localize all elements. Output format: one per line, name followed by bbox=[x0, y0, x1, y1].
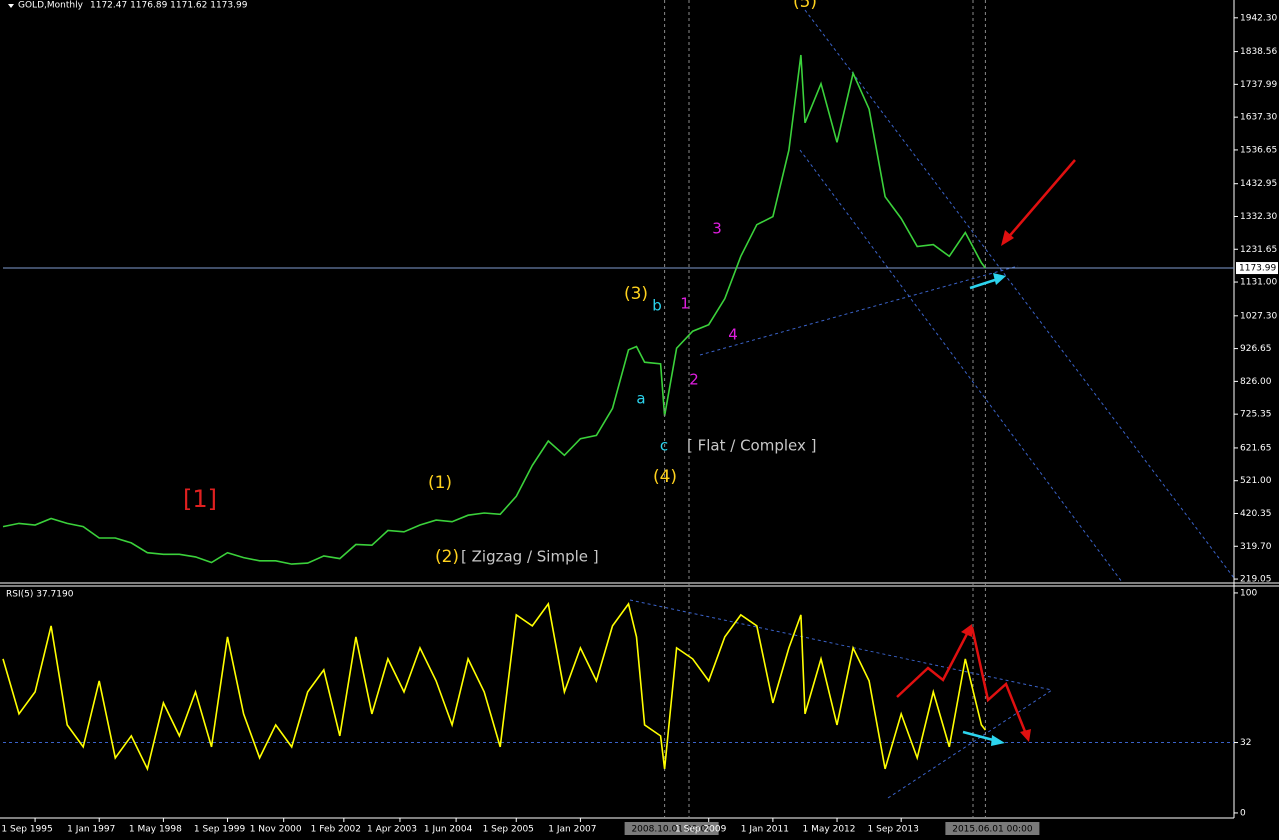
wave-label: (3) bbox=[624, 284, 648, 304]
y-tick-label: 926.65 bbox=[1240, 344, 1272, 354]
y-tick-label: 219.05 bbox=[1240, 575, 1272, 585]
y-tick-label: 1737.99 bbox=[1240, 80, 1277, 90]
x-tick-label: 1 Sep 1995 bbox=[1, 825, 52, 835]
y-tick-label: 32 bbox=[1240, 738, 1251, 748]
x-tick-label: 1 Jan 2011 bbox=[741, 825, 789, 835]
arrow-head bbox=[993, 273, 1006, 285]
arrow-head bbox=[1001, 230, 1014, 246]
current-price-box bbox=[1236, 262, 1278, 275]
y-tick-label: 1942.30 bbox=[1240, 13, 1277, 23]
y-tick-label: 1332.30 bbox=[1240, 212, 1277, 222]
chart-title: GOLD,Monthly bbox=[18, 1, 84, 11]
wave-label: b bbox=[652, 297, 662, 315]
x-tick-label: 1 Jan 1997 bbox=[67, 825, 115, 835]
arrow bbox=[970, 626, 1028, 735]
trend-line bbox=[804, 9, 1235, 579]
x-tick-label: 1 Nov 2000 bbox=[250, 825, 302, 835]
trend-line bbox=[699, 265, 1019, 356]
y-tick-label: 0 bbox=[1240, 808, 1246, 818]
x-tick-label: 1 Sep 2009 bbox=[675, 825, 727, 835]
arrow bbox=[962, 730, 998, 743]
y-tick-label: 1027.30 bbox=[1240, 311, 1277, 321]
wave-label: [1] bbox=[183, 485, 217, 513]
arrows bbox=[896, 159, 1076, 746]
x-tick-label: 1 Jan 2007 bbox=[548, 825, 596, 835]
crosshair-label: 2015.06.01 00:00 bbox=[952, 825, 1033, 835]
menu-triangle bbox=[8, 4, 14, 8]
wave-label: 4 bbox=[728, 326, 738, 344]
series-line bbox=[2, 54, 987, 565]
wave-label: 1 bbox=[680, 295, 690, 313]
x-tick-label: 1 Apr 2003 bbox=[367, 825, 417, 835]
x-tick-label: 1 Sep 2005 bbox=[483, 825, 534, 835]
y-tick-label: 521.00 bbox=[1240, 476, 1272, 486]
arrow-head bbox=[1020, 729, 1031, 742]
wave-label: (2) bbox=[435, 547, 459, 567]
wave-label: 3 bbox=[712, 220, 722, 238]
y-tick-label: 420.35 bbox=[1240, 509, 1272, 519]
current-price-label: 1173.99 bbox=[1239, 264, 1276, 274]
y-tick-label: 100 bbox=[1240, 588, 1257, 598]
y-tick-label: 1637.30 bbox=[1240, 113, 1277, 123]
wave-label: a bbox=[636, 390, 645, 408]
x-tick-label: 1 May 1998 bbox=[129, 825, 182, 835]
series-line bbox=[2, 601, 987, 772]
y-tick-label: 1131.00 bbox=[1240, 278, 1277, 288]
y-tick-label: 826.00 bbox=[1240, 377, 1272, 387]
rsi-title: RSI(5) 37.7190 bbox=[6, 590, 74, 600]
y-tick-label: 621.65 bbox=[1240, 443, 1272, 453]
wave-label: (4) bbox=[653, 467, 677, 487]
x-tick-label: 1 May 2012 bbox=[803, 825, 856, 835]
x-tick-label: 1 Jun 2004 bbox=[424, 825, 473, 835]
y-tick-label: 1536.65 bbox=[1240, 145, 1277, 155]
x-tick-label: 1 Sep 1999 bbox=[194, 825, 246, 835]
y-tick-label: 1231.65 bbox=[1240, 245, 1277, 255]
wave-note: [ Flat / Complex ] bbox=[687, 437, 817, 455]
y-tick-label: 319.70 bbox=[1240, 542, 1272, 552]
crosshair-box bbox=[945, 822, 1040, 835]
y-tick-label: 725.35 bbox=[1240, 410, 1272, 420]
crosshair-label: 2008.10.01 00:00 bbox=[631, 825, 712, 835]
ohlc: 1172.47 1176.89 1171.62 1173.99 bbox=[90, 1, 248, 11]
crosshair-box bbox=[624, 822, 719, 835]
wave-label: (1) bbox=[428, 473, 452, 493]
arrow-head bbox=[991, 735, 1005, 746]
trend-line bbox=[887, 689, 1053, 799]
arrow bbox=[1005, 159, 1076, 241]
y-tick-label: 1432.95 bbox=[1240, 179, 1277, 189]
x-tick-label: 1 Feb 2002 bbox=[311, 825, 361, 835]
wave-label: 2 bbox=[689, 371, 699, 389]
arrow-head bbox=[961, 624, 972, 637]
wave-label: c bbox=[660, 437, 668, 455]
arrow bbox=[896, 629, 971, 698]
x-tick-label: 1 Sep 2013 bbox=[868, 825, 919, 835]
y-tick-label: 1838.56 bbox=[1240, 47, 1277, 57]
arrow bbox=[969, 277, 999, 290]
wave-label: (5) bbox=[793, 0, 817, 12]
wave-note: [ Zigzag / Simple ] bbox=[461, 548, 599, 566]
